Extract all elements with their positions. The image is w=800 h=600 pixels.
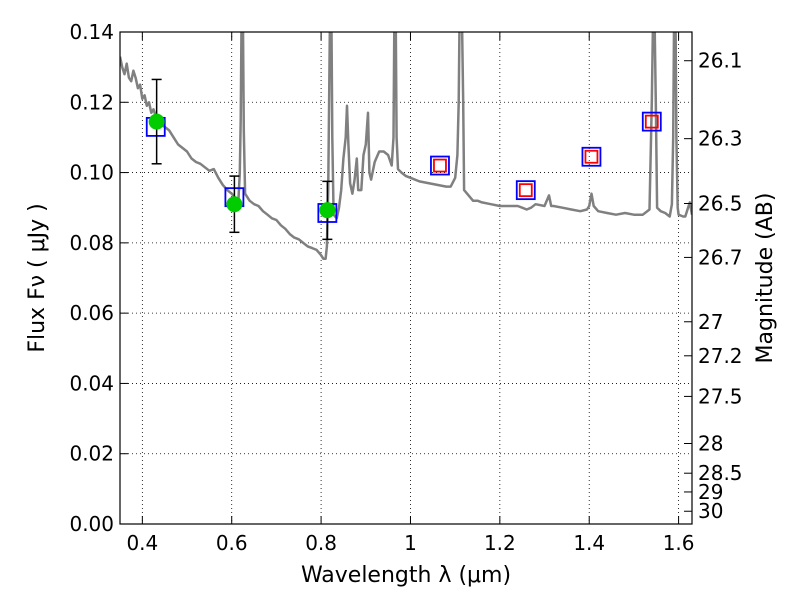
x-tick-label: 0.6 — [216, 531, 248, 555]
right-tick-label: 28 — [698, 431, 723, 455]
tick-labels: 0.4 0.6 0.8 1 1.2 1.4 1.6 0.00 0.02 0.04 0.06 0.08 0… — [69, 20, 742, 555]
plot-frame — [119, 31, 693, 525]
right-tick-label: 26.7 — [698, 245, 743, 269]
x-axis-label: Wavelength λ (μm) — [301, 563, 511, 588]
model-band-point-blue — [430, 155, 450, 176]
x-tick-label: 1.6 — [663, 531, 695, 555]
model-band-point-red — [644, 114, 659, 129]
right-tick-label: 27.5 — [698, 384, 743, 408]
observed-flux-point — [226, 196, 243, 213]
grid — [120, 31, 692, 525]
model-band-point-red — [584, 149, 599, 164]
y-tick-label: 0.14 — [69, 20, 114, 44]
model-band-point-red — [518, 183, 533, 198]
right-tick-label: 28.5 — [698, 461, 743, 485]
marker-layer — [145, 78, 662, 241]
model-band-point-blue — [581, 146, 602, 167]
right-tick-label: 29 — [698, 480, 723, 504]
y-tick-label: 0.08 — [69, 231, 114, 255]
y-tick-label: 0.04 — [69, 371, 114, 395]
model-spectrum-line — [120, 32, 692, 260]
x-tick-label: 1.2 — [484, 531, 516, 555]
observed-flux-point — [148, 113, 165, 130]
x-tick-label: 0.8 — [305, 531, 337, 555]
model-band-point-red — [433, 158, 447, 173]
y-tick-label: 0.02 — [69, 442, 114, 466]
right-tick-label: 30 — [698, 499, 723, 523]
y-tick-label: 0.12 — [69, 90, 114, 114]
x-tick-label: 1.4 — [573, 531, 605, 555]
y-tick-label: 0.00 — [69, 512, 114, 536]
axis-ticks — [120, 31, 692, 525]
right-tick-label: 27.2 — [698, 344, 743, 368]
model-band-point-blue — [641, 111, 662, 132]
right-tick-label: 26.3 — [698, 127, 743, 151]
right-tick-label: 26.5 — [698, 191, 743, 215]
y-axis-label: Flux Fν ( μJy ) — [25, 203, 50, 352]
right-axis-label: Magnitude (AB) — [753, 193, 778, 364]
right-tick-label: 26.1 — [698, 49, 743, 73]
model-band-point-blue — [515, 180, 536, 201]
observed-flux-point — [319, 202, 336, 219]
x-tick-label: 1 — [404, 531, 417, 555]
y-tick-label: 0.10 — [69, 161, 114, 185]
right-tick-label: 27 — [698, 310, 723, 334]
series-layer — [120, 32, 692, 260]
x-tick-label: 0.4 — [126, 531, 158, 555]
y-tick-label: 0.06 — [69, 301, 114, 325]
